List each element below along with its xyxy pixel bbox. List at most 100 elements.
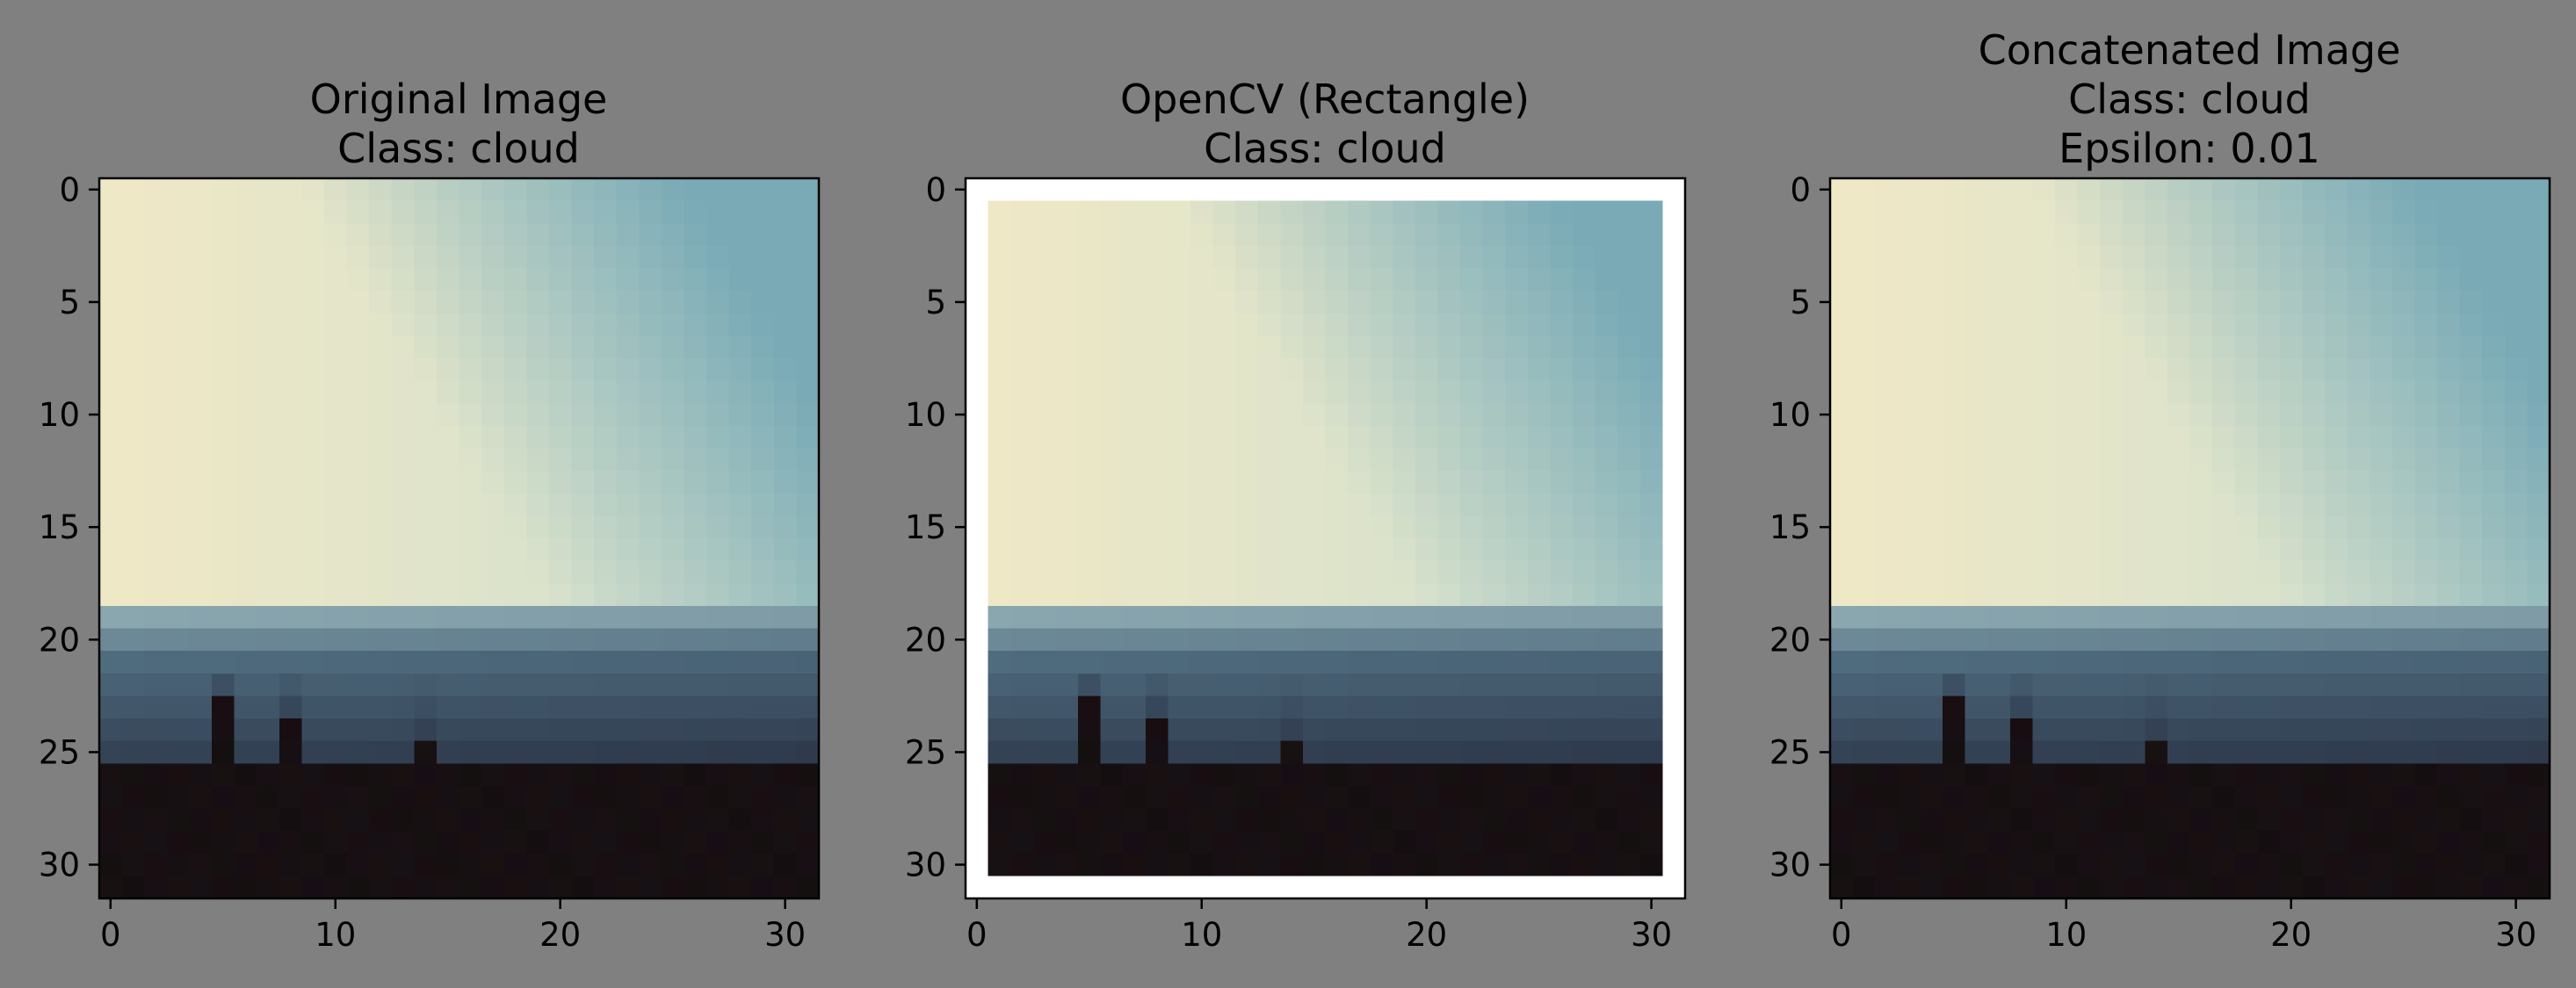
image-pixel [2459, 380, 2483, 404]
image-pixel [706, 200, 730, 224]
image-pixel [1875, 740, 1899, 764]
image-pixel [1235, 313, 1259, 336]
image-pixel [2437, 831, 2461, 855]
image-pixel [1302, 808, 1327, 832]
image-pixel [2100, 560, 2124, 584]
image-pixel [2009, 718, 2033, 742]
image-pixel [1460, 560, 1484, 584]
image-pixel [279, 763, 302, 787]
image-pixel [1370, 291, 1393, 314]
image-pixel [966, 380, 989, 404]
image-pixel [1168, 178, 1191, 202]
image-pixel [301, 291, 325, 314]
image-pixel [1032, 853, 1056, 876]
image-pixel [2122, 245, 2145, 270]
image-pixel [189, 740, 213, 764]
image-pixel [2257, 448, 2281, 472]
image-pixel [1875, 718, 1899, 742]
image-pixel [1280, 358, 1304, 382]
image-pixel [1010, 380, 1034, 404]
image-pixel [1302, 493, 1327, 516]
image-pixel [728, 785, 752, 810]
image-pixel [257, 178, 280, 202]
image-pixel [1550, 538, 1574, 562]
image-pixel [436, 785, 460, 810]
image-pixel [2145, 200, 2168, 224]
image-pixel [121, 583, 145, 607]
image-pixel [2414, 223, 2438, 247]
image-pixel [301, 200, 325, 224]
image-pixel [728, 245, 752, 270]
image-pixel [988, 358, 1011, 382]
y-tick-label: 15 [1769, 508, 1811, 546]
image-pixel [684, 785, 707, 810]
image-pixel [966, 605, 989, 630]
image-pixel [414, 876, 438, 899]
subplot-title-line: Class: cloud [1204, 125, 1446, 172]
image-pixel [1830, 651, 1854, 674]
image-pixel [1168, 651, 1191, 674]
image-pixel [1852, 245, 1876, 270]
image-pixel [1573, 651, 1596, 674]
image-pixel [2370, 673, 2393, 696]
image-pixel [1527, 358, 1552, 382]
image-pixel [2302, 223, 2326, 247]
image-pixel [1010, 763, 1034, 787]
image-pixel [1482, 335, 1506, 359]
image-pixel [639, 471, 662, 494]
image-pixel [1055, 313, 1079, 336]
image-pixel [2504, 425, 2529, 450]
image-pixel [988, 178, 1011, 202]
image-pixel [1527, 651, 1552, 674]
image-pixel [2459, 268, 2483, 292]
image-pixel [2032, 200, 2056, 224]
image-pixel [2234, 268, 2258, 292]
image-pixel [257, 696, 280, 719]
image-pixel [2504, 516, 2529, 539]
image-pixel [2391, 538, 2416, 562]
image-pixel [2391, 831, 2416, 855]
image-pixel [1942, 380, 1966, 404]
image-pixel [2414, 560, 2438, 584]
image-pixel [1875, 313, 1899, 336]
image-pixel [2122, 291, 2145, 314]
image-pixel [436, 380, 460, 404]
image-pixel [1639, 178, 1664, 202]
image-pixel [234, 245, 257, 270]
image-pixel [503, 853, 527, 876]
image-pixel [2077, 696, 2101, 719]
image-pixel [481, 200, 505, 224]
image-pixel [1852, 808, 1876, 832]
image-pixel [751, 785, 775, 810]
image-pixel [1987, 763, 2011, 787]
image-pixel [571, 605, 595, 630]
image-pixel [2325, 358, 2348, 382]
image-pixel [773, 268, 798, 292]
image-pixel [2189, 583, 2213, 607]
image-pixel [1415, 673, 1439, 696]
y-tick-label: 5 [1790, 284, 1811, 321]
image-pixel [1235, 763, 1259, 787]
image-pixel [1527, 291, 1552, 314]
image-pixel [2145, 403, 2168, 427]
image-pixel [966, 471, 989, 494]
image-pixel [323, 808, 348, 832]
image-pixel [1257, 448, 1281, 472]
image-pixel [234, 560, 257, 584]
image-pixel [548, 853, 573, 876]
image-pixel [526, 200, 550, 224]
image-pixel [1482, 516, 1506, 539]
image-pixel [1212, 425, 1236, 450]
image-pixel [1325, 696, 1349, 719]
subplot-title-line: OpenCV (Rectangle) [1120, 76, 1530, 123]
image-pixel [1942, 785, 1966, 810]
image-pixel [189, 876, 213, 899]
image-pixel [1505, 425, 1529, 450]
image-pixel [1302, 560, 1327, 584]
image-pixel [2370, 471, 2393, 494]
image-pixel [2437, 876, 2461, 899]
image-pixel [594, 245, 618, 270]
image-pixel [796, 291, 820, 314]
image-pixel [2009, 808, 2033, 832]
image-pixel [436, 493, 460, 516]
